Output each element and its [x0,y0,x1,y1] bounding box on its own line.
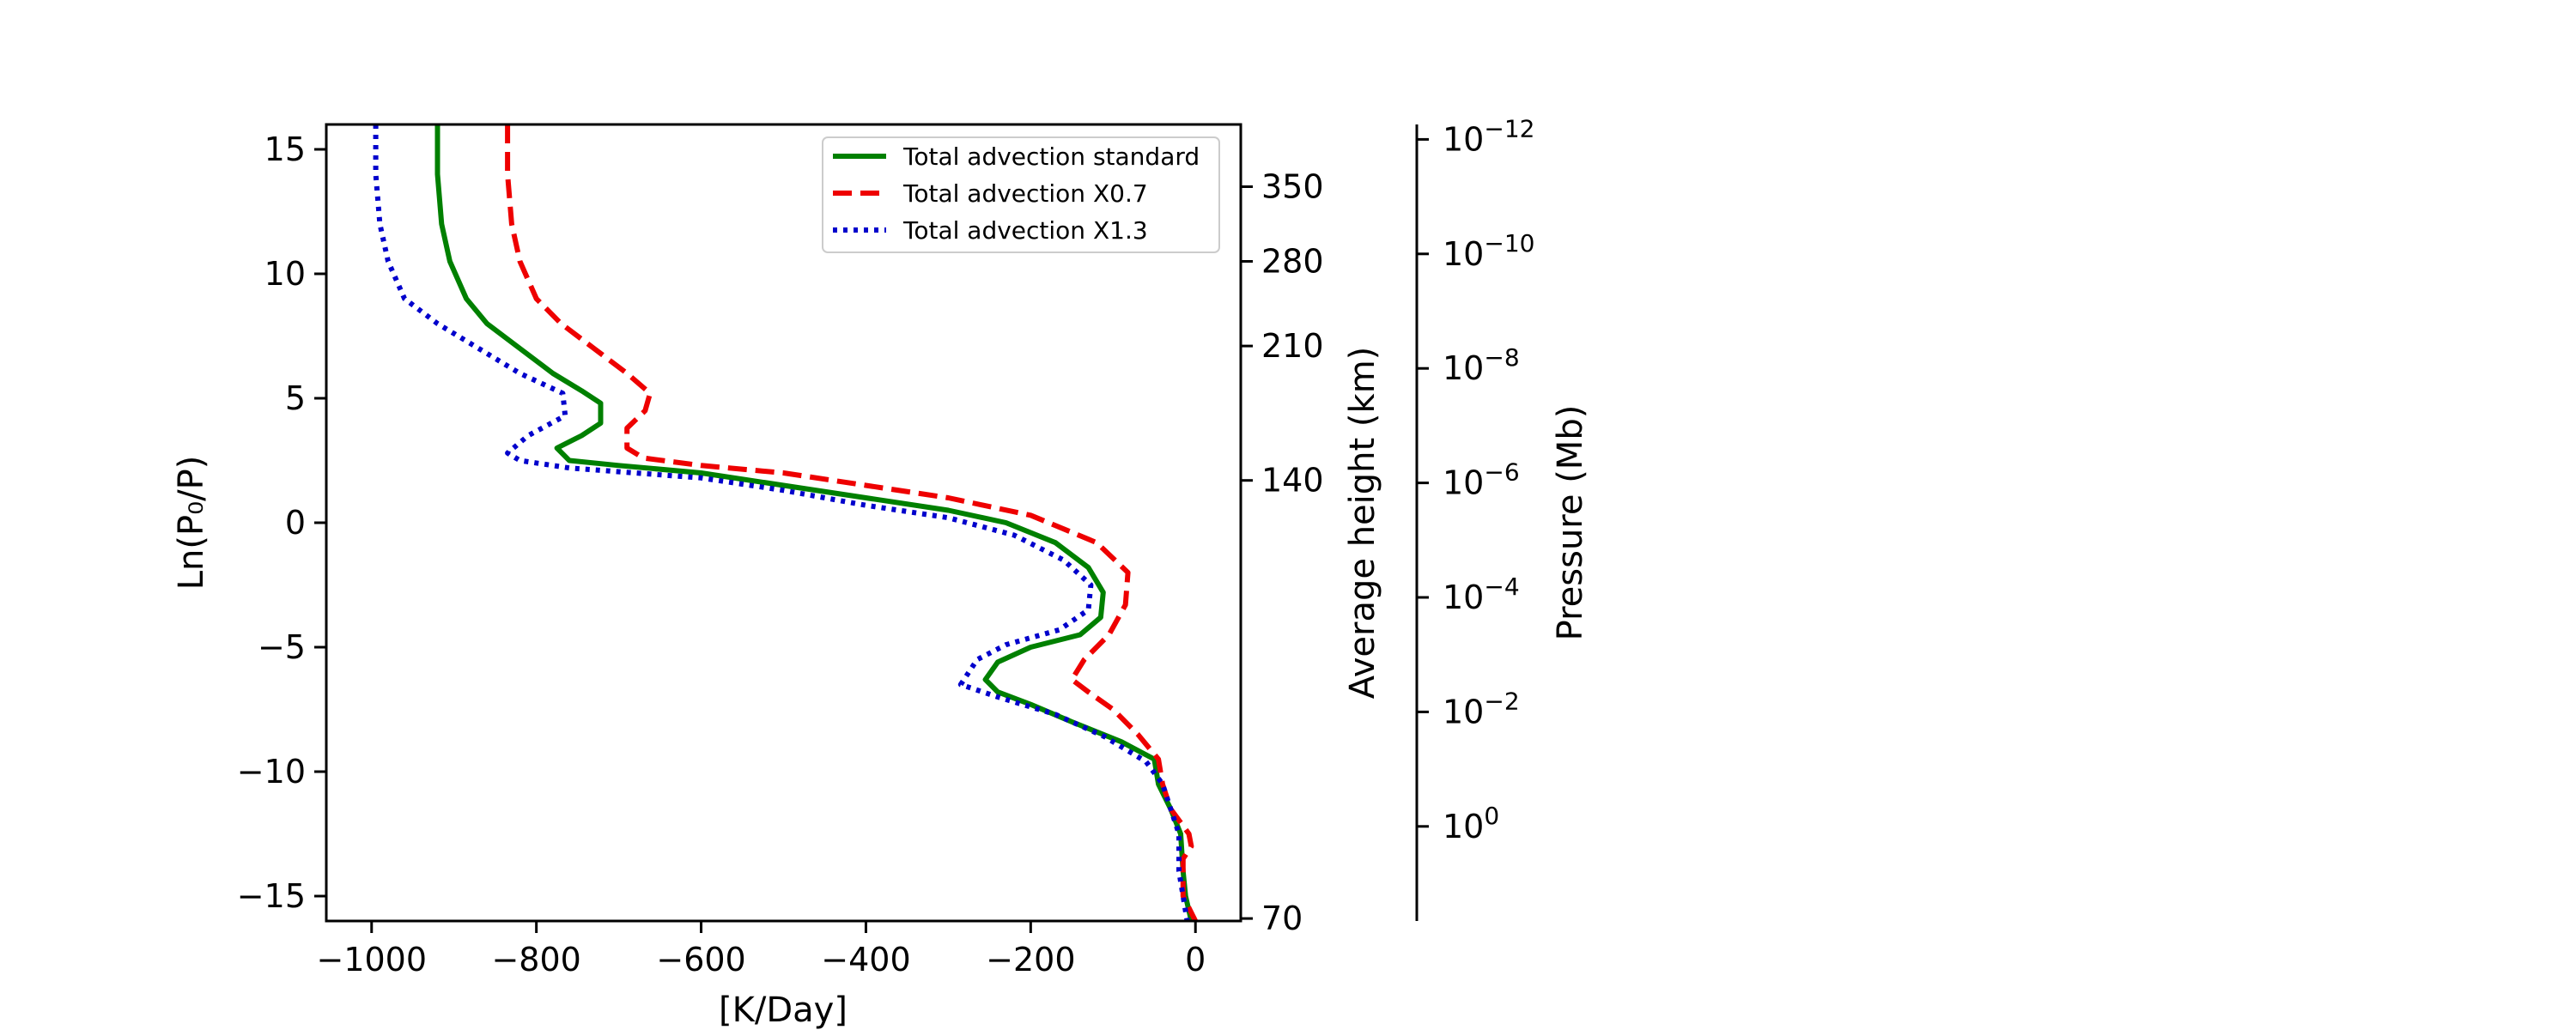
y-tick-label: 15 [264,130,306,168]
pressure-tick-label: 10−4 [1443,573,1520,616]
legend-label-3: Total advection X1.3 [902,216,1148,245]
x-tick-label: −600 [656,941,745,978]
y-tick-label: −5 [258,628,306,666]
pressure-tick-label: 10−10 [1443,229,1534,273]
series-line-1 [434,124,1194,922]
series-line-3 [373,124,1190,922]
x-tick-label: −200 [986,941,1075,978]
height-tick-label: 70 [1261,900,1303,937]
series-line-2 [505,124,1198,923]
x-axis: −1000 −800 −600 −400 −200 0 [316,921,1206,978]
x-tick-label: 0 [1185,941,1206,978]
height-tick-label: 210 [1261,327,1324,365]
legend-label-1: Total advection standard [902,142,1200,171]
legend-box [822,136,1220,253]
height-tick-label: 350 [1261,168,1324,206]
pressure-tick-label: 10−8 [1443,343,1520,387]
y-tick-label: −15 [237,877,306,915]
series-layer [373,124,1198,923]
pressure-tick-label: 10−12 [1443,114,1534,158]
y-tick-label: −10 [237,753,306,791]
legend-label-2: Total advection X0.7 [902,179,1148,208]
x-tick-label: −800 [491,941,580,978]
y-tick-label: 0 [285,504,306,542]
height-tick-label: 280 [1261,243,1324,281]
y-tick-label: 10 [264,255,306,293]
height-axis: 350 280 210 140 70 [1241,168,1324,937]
pressure-tick-label: 100 [1443,802,1499,845]
pressure-tick-label: 10−6 [1443,458,1520,502]
x-axis-label: [K/Day] [719,991,848,1030]
y-axis: 15 10 5 0 −5 −10 −15 [237,130,326,915]
pressure-tick-label: 10−2 [1443,687,1520,730]
pressure-axis-label: Pressure (Mb) [1551,405,1590,641]
x-tick-label: −400 [821,941,910,978]
y-axis-label: Ln(P₀/P) [172,456,211,591]
height-axis-label: Average height (km) [1343,347,1382,700]
pressure-axis: 10−12 10−10 10−8 10−6 10−4 10−2 100 [1415,114,1534,921]
height-tick-label: 140 [1261,462,1324,500]
y-tick-label: 5 [285,379,306,417]
legend: Total advection standard Total advection … [822,136,1220,253]
x-tick-label: −1000 [316,941,427,978]
